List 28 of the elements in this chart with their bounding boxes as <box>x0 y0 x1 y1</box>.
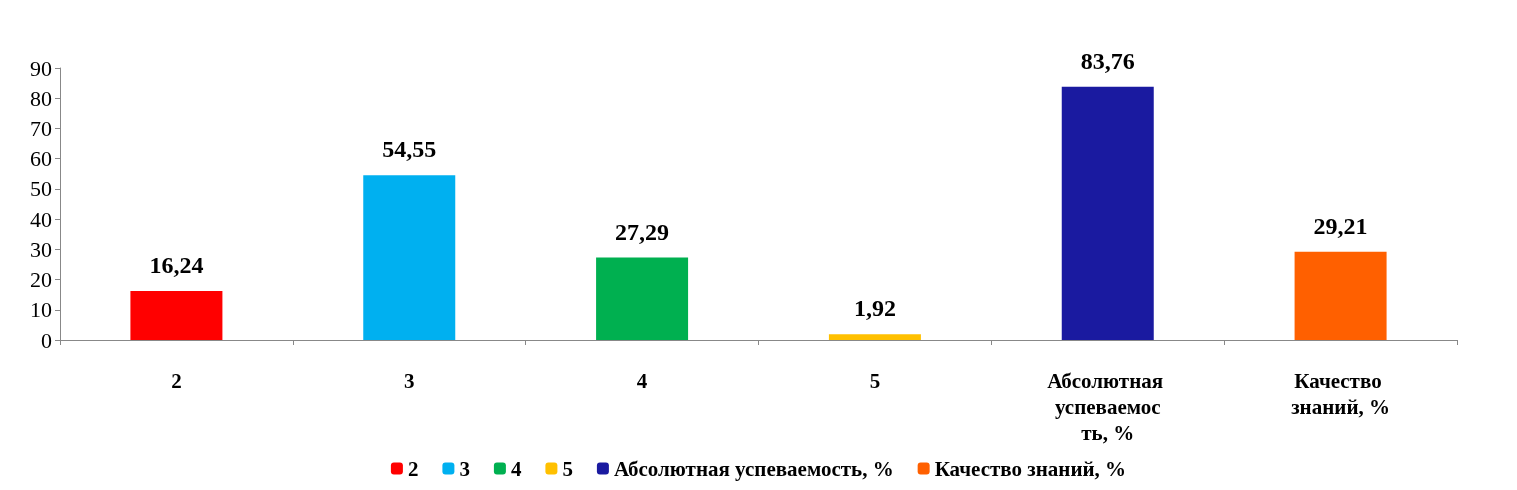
y-tick-label: 30 <box>30 236 52 262</box>
y-tick-label: 40 <box>30 206 52 232</box>
y-tick-label: 50 <box>30 176 52 202</box>
x-tick-label: 4 <box>636 369 648 393</box>
data-label: 29,21 <box>1313 212 1368 239</box>
x-tick-label: 5 <box>869 369 881 393</box>
y-tick-label: 70 <box>30 115 52 141</box>
data-label: 83,76 <box>1080 47 1135 74</box>
x-tick-label: 3 <box>404 369 415 393</box>
legend-label: Качество знаний, % <box>934 456 1127 481</box>
legend-label: Абсолютная успеваемость, % <box>613 456 894 481</box>
y-tick-label: 90 <box>30 55 52 81</box>
y-tick-label: 10 <box>30 297 52 323</box>
y-tick-label: 0 <box>41 327 52 353</box>
data-label: 54,55 <box>382 136 437 163</box>
y-tick-label: 20 <box>30 267 52 293</box>
legend-label: 3 <box>459 456 470 481</box>
data-label: 16,24 <box>149 251 204 278</box>
data-label: 1,92 <box>853 295 896 322</box>
y-tick-label: 80 <box>30 85 52 111</box>
data-label: 27,29 <box>615 218 670 245</box>
x-tick-label: Абсолютная успеваемость, % <box>1047 369 1169 445</box>
x-tick-label: Качество знаний, % <box>1291 369 1391 419</box>
legend-label: 4 <box>510 456 522 481</box>
y-tick-label: 60 <box>30 146 52 172</box>
x-tick-label: 2 <box>171 369 182 393</box>
legend-label: 2 <box>407 456 419 481</box>
legend-label: 5 <box>562 456 573 481</box>
